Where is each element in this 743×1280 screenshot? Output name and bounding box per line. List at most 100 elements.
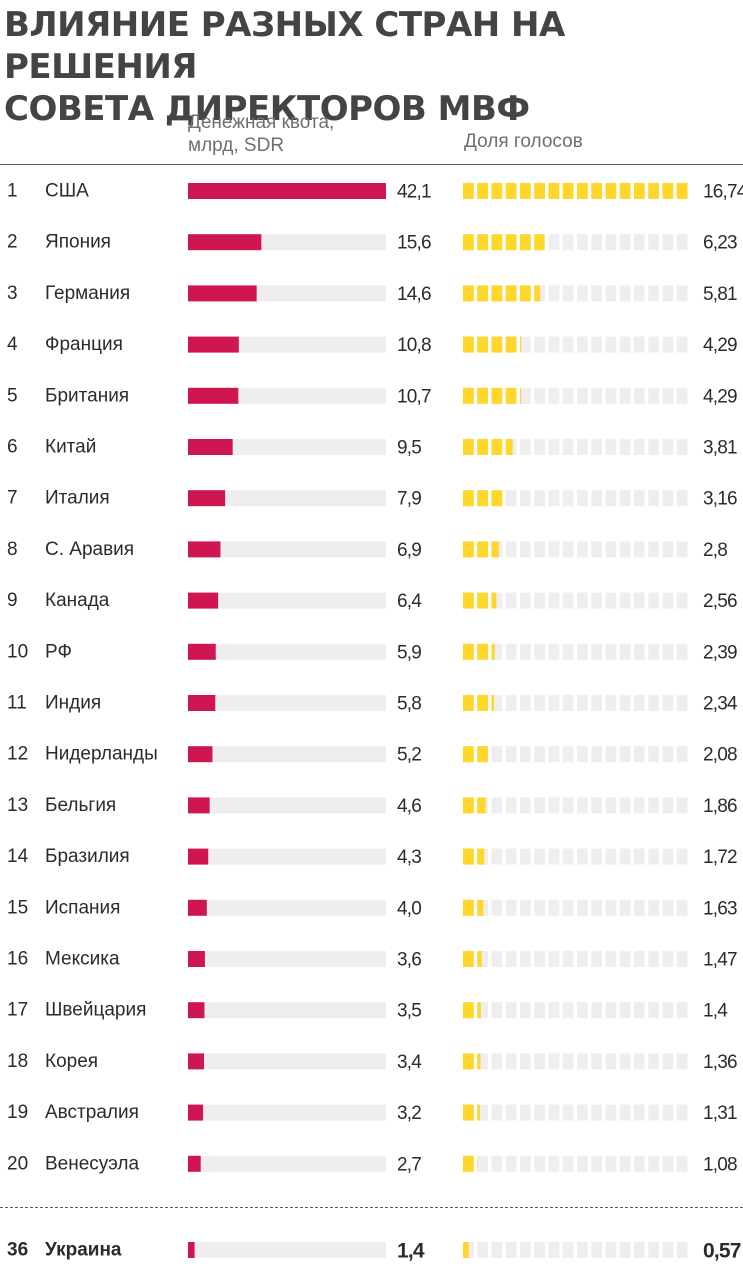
quota-bar-track: [188, 1155, 386, 1172]
vote-segment-track: [619, 1242, 631, 1258]
vote-segment-track: [662, 285, 674, 302]
votes-bar: [463, 643, 688, 660]
vote-segment: [534, 183, 545, 199]
vote-segment: [505, 336, 517, 353]
vote-segment-track: [505, 695, 517, 711]
vote-segment: [477, 899, 484, 916]
vote-segment-track: [591, 1242, 602, 1258]
vote-segment-track: [662, 490, 674, 507]
vote-segment-track: [619, 1053, 631, 1070]
vote-segment: [463, 848, 474, 865]
vote-segment-track: [548, 1002, 560, 1019]
vote-segment: [477, 387, 488, 404]
vote-segment-track: [648, 439, 659, 455]
country-label: Бельгия: [45, 795, 116, 816]
vote-segment-track: [577, 234, 588, 251]
vote-segment: [463, 1242, 469, 1258]
quota-bar: [188, 797, 210, 814]
vote-segment-track: [562, 592, 574, 609]
vote-segment-track: [662, 234, 674, 251]
vote-segment-track: [548, 951, 560, 967]
votes-value-label: 2,34: [703, 694, 738, 715]
quota-value-label: 3,2: [397, 1103, 421, 1124]
vote-segment-track: [562, 439, 574, 455]
vote-segment-track: [591, 797, 602, 814]
vote-segment-track: [520, 1104, 531, 1121]
vote-segment: [463, 1002, 474, 1019]
vote-segment-track: [548, 541, 560, 558]
vote-segment-track: [548, 1053, 560, 1070]
country-label: С. Аравия: [45, 539, 134, 560]
country-label: Нидерланды: [45, 744, 158, 765]
vote-segment-track: [477, 1104, 488, 1121]
vote-segment-track: [605, 1104, 617, 1121]
vote-segment-track: [619, 234, 631, 251]
votes-value-label: 2,8: [703, 540, 727, 561]
vote-segment: [463, 183, 474, 199]
vote-segment-track: [676, 439, 688, 455]
table-row: [188, 490, 688, 507]
vote-segment-track: [648, 541, 659, 558]
vote-segment-track: [662, 1242, 674, 1258]
quota-value-label: 3,4: [397, 1052, 422, 1073]
country-label: Япония: [45, 232, 111, 253]
rank-label: 8: [7, 539, 18, 560]
vote-segment-track: [605, 951, 617, 967]
vote-segment-track: [591, 336, 602, 353]
vote-segment-track: [634, 848, 645, 865]
quota-value-label: 4,0: [397, 898, 421, 919]
rank-label: 16: [7, 949, 28, 970]
vote-segment: [505, 234, 517, 251]
table-row: [188, 387, 688, 404]
vote-segment-track: [520, 951, 531, 967]
vote-segment-track: [562, 1053, 574, 1070]
vote-segment-track: [548, 797, 560, 814]
vote-segment-track: [634, 1002, 645, 1019]
votes-bar: [463, 951, 688, 967]
vote-segment-track: [605, 797, 617, 814]
country-label: Индия: [45, 693, 101, 714]
vote-segment-track: [491, 848, 503, 865]
country-label: Венесуэла: [45, 1153, 139, 1174]
vote-segment-track: [505, 1002, 517, 1019]
votes-value-label: 1,72: [703, 847, 737, 868]
vote-segment-track: [605, 899, 617, 916]
vote-segment-track: [505, 1104, 517, 1121]
vote-segment-track: [676, 643, 688, 660]
vote-segment-track: [562, 541, 574, 558]
votes-bar: [463, 899, 688, 916]
vote-segment-track: [548, 234, 560, 251]
vote-segment-track: [562, 490, 574, 507]
vote-segment-track: [648, 1002, 659, 1019]
vote-segment-track: [648, 336, 659, 353]
vote-segment-track: [577, 285, 588, 302]
vote-segment-track: [534, 797, 545, 814]
vote-segment: [491, 643, 495, 660]
country-label: США: [45, 181, 89, 202]
vote-segment-track: [491, 1155, 503, 1172]
vote-segment-track: [477, 1242, 488, 1258]
vote-segment-track: [562, 1002, 574, 1019]
vote-segment-track: [605, 1002, 617, 1019]
vote-segment-track: [562, 643, 574, 660]
vote-segment: [477, 1053, 481, 1070]
vote-segment-track: [634, 1155, 645, 1172]
vote-segment: [463, 951, 474, 967]
quota-bar-track: [188, 439, 386, 455]
votes-bar: [463, 234, 688, 251]
vote-segment-track: [491, 1104, 503, 1121]
vote-segment-track: [491, 1002, 503, 1019]
vote-segment-track: [619, 336, 631, 353]
vote-segment-track: [548, 695, 560, 711]
vote-segment-track: [619, 1104, 631, 1121]
vote-segment-track: [676, 1242, 688, 1258]
vote-segment: [463, 643, 474, 660]
quota-bar-track: [188, 643, 386, 660]
vote-segment-track: [534, 695, 545, 711]
votes-bar: [463, 1155, 688, 1172]
vote-segment-track: [562, 746, 574, 763]
votes-value-label: 1,4: [703, 1001, 728, 1022]
vote-segment: [491, 336, 503, 353]
quota-bar: [188, 746, 213, 763]
quota-bar-track: [188, 695, 386, 711]
